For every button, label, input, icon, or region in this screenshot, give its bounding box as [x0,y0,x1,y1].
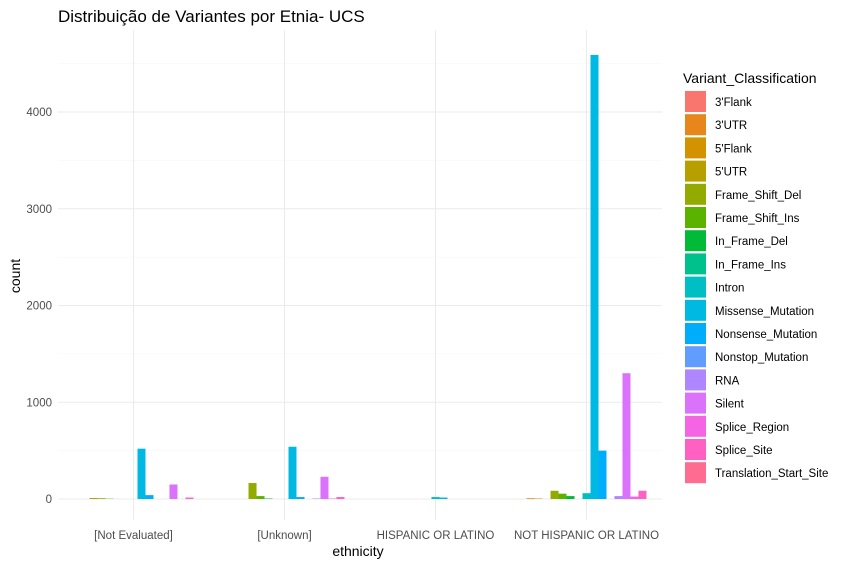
legend-label: Missense_Mutation [715,306,814,318]
y-tick-label: 0 [46,494,52,506]
bar [590,54,599,499]
x-tick-labels: [Not Evaluated] [Unknown] HISPANIC OR LATI… [94,530,659,542]
bar [169,484,178,499]
bar [145,495,154,499]
legend-swatch [685,160,706,182]
legend-label: In_Frame_Del [715,236,788,248]
gridlines [58,30,662,520]
legend-swatch [685,230,706,252]
legend-title: Variant_Classification [683,70,817,86]
y-tick-labels: 0 1000 2000 3000 4000 [26,107,52,506]
legend-label: Splice_Region [715,422,789,434]
bar [550,490,559,499]
y-tick-label: 4000 [26,107,52,119]
legend-label: Splice_Site [715,445,773,457]
legend: Variant_Classification 3'Flank 3'UTR 5'Fla… [683,70,828,484]
legend-label: 3'Flank [715,97,752,109]
x-tick-label: NOT HISPANIC OR LATINO [514,530,659,542]
bar [336,497,345,499]
bar [566,496,575,499]
bar [320,476,329,499]
legend-swatch [685,299,706,321]
bar [296,497,305,499]
bar [439,497,448,499]
bar [638,490,647,499]
legend-swatch [685,253,706,275]
bar [630,496,639,499]
legend-label: In_Frame_Ins [715,259,786,271]
bar [137,448,146,499]
bar [598,450,607,499]
legend-swatch [685,323,706,344]
legend-swatch [685,462,706,484]
bar [256,496,265,499]
legend-swatch [685,415,706,437]
legend-swatch [685,137,706,159]
legend-swatch [685,276,706,298]
legend-label: Frame_Shift_Del [715,190,801,202]
chart-title: Distribuição de Variantes por Etnia- UCS [58,7,365,26]
y-tick-label: 3000 [26,204,52,216]
legend-label: Silent [715,399,745,411]
bar [622,373,631,499]
bar [288,446,297,499]
bar [248,483,257,499]
legend-swatch [685,207,706,228]
legend-swatch [685,114,706,136]
legend-label: Frame_Shift_Ins [715,213,800,225]
legend-label: Nonstop_Mutation [715,352,808,364]
bar [97,498,106,499]
legend-swatch [685,392,706,414]
legend-swatch [685,369,706,391]
bar [185,497,194,499]
bar [558,493,567,499]
legend-label: Intron [715,283,744,295]
x-tick-label: [Unknown] [257,530,311,542]
legend-swatch [685,183,706,205]
bar [614,496,623,499]
y-tick-label: 1000 [26,397,52,409]
legend-label: 3'UTR [715,120,747,132]
bars [89,54,647,499]
bar [582,493,591,499]
x-tick-label: [Not Evaluated] [94,530,173,542]
x-axis-title: ethnicity [332,543,383,559]
legend-label: 5'UTR [715,167,747,179]
x-tick-label: HISPANIC OR LATINO [377,530,495,542]
legend-label: Nonsense_Mutation [715,329,817,341]
bar [526,498,535,499]
legend-label: RNA [715,375,740,387]
legend-swatch [685,346,706,368]
legend-swatch [685,439,706,460]
bar [431,497,440,499]
y-tick-label: 2000 [26,301,52,313]
legend-swatch [685,91,706,112]
legend-label: 5'Flank [715,143,752,155]
bar [89,498,98,499]
y-axis-title: count [7,259,23,293]
legend-label: Translation_Start_Site [715,468,828,480]
